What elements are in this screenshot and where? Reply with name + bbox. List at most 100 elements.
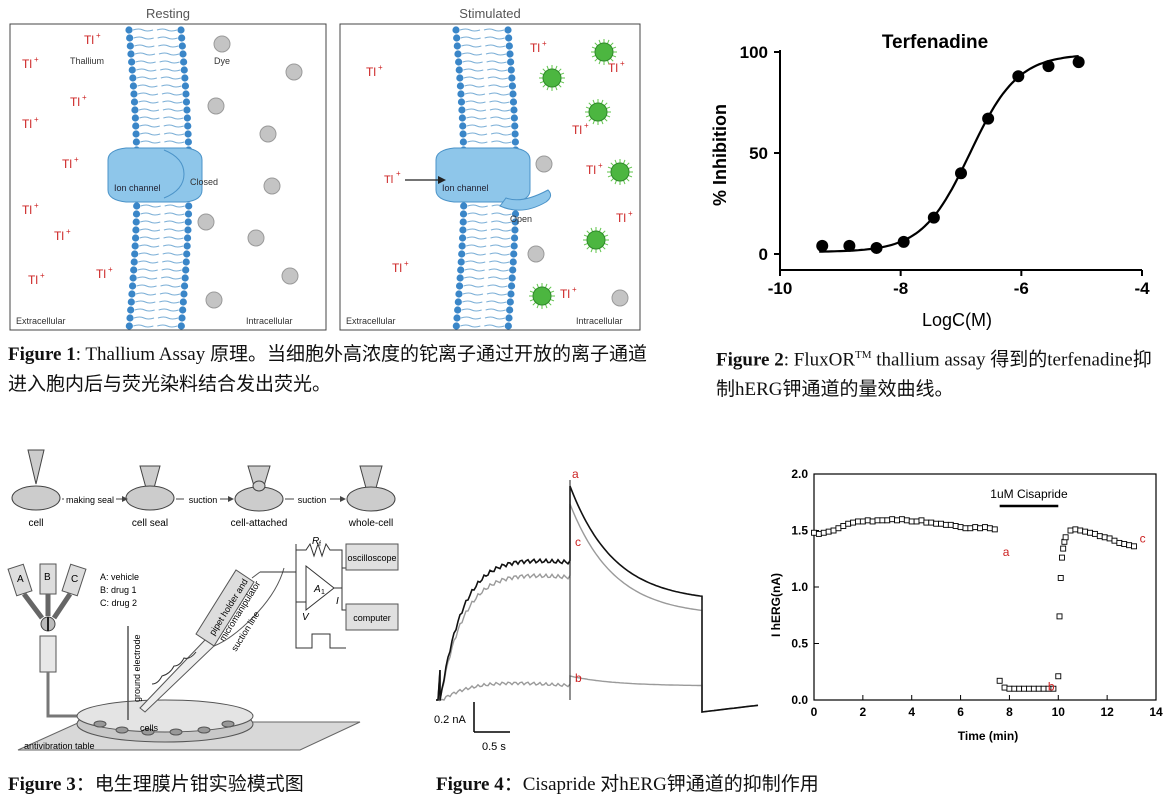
- x-tick-label: 2: [860, 705, 867, 719]
- y-tick-label: 100: [740, 43, 768, 62]
- data-point: [982, 524, 988, 531]
- trace-label-b: b: [575, 671, 582, 685]
- table-label: antivibration table: [24, 741, 95, 751]
- point-label-b: b: [1048, 679, 1055, 693]
- data-point: [918, 517, 925, 524]
- x-tick-label: 14: [1149, 705, 1163, 719]
- data-point: [942, 521, 949, 528]
- cisapride-time-course-chart: 0 2 4 6 8 10 12 14 0.0 0.5 1.0 1.5 2.0 1uM Cisaprid…: [769, 467, 1163, 743]
- arrow-label-bg-3: [294, 494, 330, 504]
- y-tick-label: 2.0: [791, 467, 808, 481]
- bound-thallium-5: Tl: [560, 287, 570, 301]
- data-point: [1096, 533, 1103, 540]
- bound-thallium-2-charge: +: [584, 121, 589, 130]
- x-tick-label: 10: [1052, 705, 1066, 719]
- figure3-caption: Figure 3：电生理膜片钳实验模式图: [8, 770, 428, 800]
- data-point: [982, 112, 995, 125]
- dye-molecule-0: [213, 35, 231, 53]
- data-point: [1035, 685, 1042, 692]
- thallium-ion-4: Tl: [62, 157, 72, 171]
- data-point: [903, 517, 910, 524]
- x-tick-group: 0 2 4 6 8 10 12 14: [811, 695, 1163, 719]
- x-tick-label: 12: [1100, 705, 1114, 719]
- data-point: [864, 517, 871, 524]
- data-point: [1021, 685, 1028, 692]
- bound-thallium-5-charge: +: [572, 285, 577, 294]
- dye-molecule-8: [205, 291, 223, 309]
- pipet-connector: [251, 571, 261, 579]
- data-point: [947, 521, 954, 528]
- data-point: [835, 525, 842, 532]
- y-tick-label: 1.5: [791, 524, 808, 538]
- y-tick-label: 0.0: [791, 693, 808, 707]
- y-tick-label: 50: [749, 144, 768, 163]
- step-label-cell-attached: cell-attached: [231, 518, 288, 529]
- fluorescent-complex-2: [585, 99, 611, 125]
- step-whole-cell: [346, 465, 396, 512]
- dye-molecule-2: [207, 97, 225, 115]
- trace-a: [436, 485, 759, 713]
- thallium-label: Thallium: [70, 56, 104, 66]
- data-point: [957, 524, 964, 531]
- fluorescent-complex-5: [529, 283, 555, 309]
- trace-label-c: c: [575, 535, 581, 549]
- trace-label-a: a: [572, 470, 579, 481]
- thallium-ion-0: Tl: [22, 57, 32, 71]
- chart-title: Terfenadine: [882, 32, 988, 53]
- stimulated-extracellular-label: Extracellular: [346, 316, 396, 326]
- bound-thallium-3-charge: +: [598, 161, 603, 170]
- data-point: [1082, 528, 1089, 535]
- thallium-ion-5: Tl: [22, 203, 32, 217]
- stim-thallium-ion-0: Tl: [366, 65, 376, 79]
- ground-electrode-label: ground electrode: [132, 634, 142, 702]
- data-point: [1072, 526, 1079, 533]
- culture-dish-rim: [76, 699, 254, 733]
- data-point: [897, 235, 910, 248]
- data-point: [815, 530, 822, 537]
- legend-vehicle: A: vehicle: [100, 572, 139, 582]
- data-point: [879, 517, 886, 524]
- arrowhead-making-seal: [122, 496, 128, 502]
- y-axis-label: I hERG(nA): [769, 573, 783, 637]
- stimulated-intracellular-label: Intracellular: [576, 316, 623, 326]
- stimulated-membrane: [452, 26, 520, 330]
- arrow-label-bg-2: [184, 494, 220, 504]
- bound-thallium-2: Tl: [572, 123, 582, 137]
- thallium-ion-0-charge: +: [34, 55, 39, 64]
- x-tick-label: 4: [908, 705, 915, 719]
- x-tick-label: -4: [1134, 279, 1150, 298]
- data-point: [1060, 545, 1067, 552]
- data-point: [870, 241, 883, 254]
- fluorescent-complex-0: [539, 65, 565, 91]
- data-point: [850, 519, 857, 526]
- terfenadine-chart: Terfenadine -10 -8 -6 -4 0 50 100 LogC(M) % I…: [710, 32, 1150, 330]
- data-point: [1131, 543, 1137, 550]
- patch-steps: cell cell seal cell-attached whole-cell …: [11, 449, 396, 529]
- data-point: [1077, 527, 1084, 534]
- x-tick-label: 6: [957, 705, 964, 719]
- figure4-caption-label: Figure 4: [436, 774, 504, 795]
- data-point: [928, 519, 935, 526]
- data-point: [1111, 537, 1118, 544]
- figure4-caption: Figure 4：Cisapride 对hERG钾通道的抑制作用: [436, 770, 1136, 800]
- point-label-c: c: [1140, 531, 1146, 545]
- thallium-ion-8: Tl: [28, 273, 38, 287]
- computer-label: computer: [353, 613, 391, 623]
- x-tick-label: -6: [1014, 279, 1029, 298]
- thallium-ion-1: Tl: [84, 33, 94, 47]
- data-point: [1056, 613, 1063, 620]
- data-point: [840, 523, 847, 529]
- data-point: [1026, 685, 1032, 692]
- thallium-ion-3: Tl: [22, 117, 32, 131]
- rf-subscript: f: [319, 541, 321, 548]
- data-point: [1016, 685, 1023, 692]
- point-labels: a b c: [1003, 531, 1146, 693]
- electrode-wire: [151, 651, 197, 685]
- figure2-caption-label: Figure 2: [716, 349, 784, 371]
- valve-b-label: B: [44, 572, 51, 583]
- data-point: [1011, 685, 1018, 692]
- tl-arrow-charge: +: [396, 169, 401, 178]
- herg-current-traces: a b c 0.2 nA 0.5 s: [434, 470, 759, 753]
- closed-label: Closed: [190, 177, 218, 187]
- x-tick-label: 8: [1006, 705, 1013, 719]
